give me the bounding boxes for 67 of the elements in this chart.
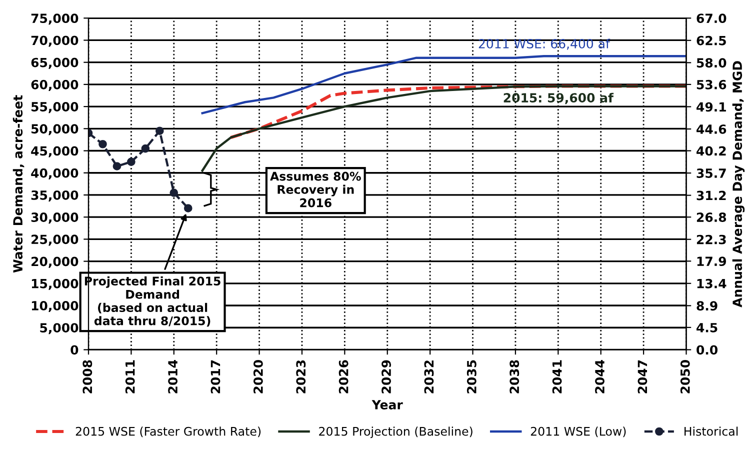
y2-tick-label: 31.2 <box>696 190 726 200</box>
y-tick-label: 50,000 <box>32 124 78 136</box>
x-tick-label: 2050 <box>680 360 690 394</box>
y-tick-label: 10,000 <box>32 300 78 312</box>
x-tick-label: 2014 <box>168 360 178 394</box>
x-tick-label: 2008 <box>82 360 92 394</box>
annotation: Assumes 80% Recovery in 2016 <box>270 172 361 208</box>
line-series <box>229 84 686 140</box>
legend-label: Historical <box>684 426 738 436</box>
x-axis-title: Year <box>372 400 403 410</box>
point <box>98 140 107 148</box>
y2-tick-label: 22.3 <box>696 234 726 244</box>
y2-tick-label: 8.9 <box>696 301 718 311</box>
y2-tick-label: 26.8 <box>696 212 726 222</box>
y-tick-label: 0 <box>70 345 78 355</box>
line-series <box>201 85 686 172</box>
y2-tick-label: 62.5 <box>696 36 726 46</box>
x-tick-label: 2032 <box>424 360 434 394</box>
annotation: 2015: 59,600 af <box>504 92 614 104</box>
x-tick-label: 2038 <box>510 360 520 394</box>
x-tick-label: 2044 <box>595 360 604 394</box>
y-tick-label: 70,000 <box>31 36 78 47</box>
y-tick-label: 15,000 <box>32 278 78 290</box>
annotation: 2011 WSE: 66,400 af <box>478 38 610 50</box>
point <box>184 204 192 212</box>
y-tick-label: 45,000 <box>31 146 78 158</box>
y2-tick-label: 13.4 <box>697 278 726 288</box>
legend-label: 2015 Projection (Baseline) <box>319 426 472 438</box>
y-tick-label: 60,000 <box>31 80 78 91</box>
y-axis-title: Water Demand, acre-feet <box>12 95 24 273</box>
point <box>170 188 178 197</box>
y-tick-label: 35,000 <box>31 190 78 202</box>
x-tick-label: 2029 <box>382 360 391 394</box>
y2-axis-title: Annual Average Day Demand, MGD <box>732 61 745 308</box>
y-tick-label: 30,000 <box>31 212 78 224</box>
y2-tick-label: 49.1 <box>696 102 726 112</box>
y2-tick-label: 58.0 <box>696 58 726 68</box>
y2-tick-label: 44.6 <box>696 124 726 134</box>
y2-tick-label: 67.0 <box>696 14 726 24</box>
y-tick-label: 20,000 <box>32 256 78 268</box>
y-tick-label: 75,000 <box>31 14 78 25</box>
y-tick-label: 5,000 <box>40 323 78 334</box>
y2-tick-label: 40.2 <box>696 146 726 156</box>
y-tick-label: 65,000 <box>31 58 78 69</box>
x-tick-label: 2011 <box>125 360 135 394</box>
y-tick-label: 40,000 <box>31 168 78 180</box>
y2-tick-label: 4.5 <box>696 323 718 332</box>
point <box>127 158 136 166</box>
x-tick-label: 2026 <box>338 360 348 394</box>
y-tick-label: 25,000 <box>32 234 78 246</box>
point <box>155 126 164 136</box>
x-tick-label: 2017 <box>210 360 220 394</box>
legend-label: 2015 WSE (Faster Growth Rate) <box>76 426 261 438</box>
x-tick-label: 2047 <box>638 360 648 394</box>
y2-tick-label: 0.0 <box>696 345 718 355</box>
x-tick-label: 2020 <box>253 360 263 394</box>
point <box>141 144 150 153</box>
y-tick-label: 55,000 <box>32 102 78 114</box>
y2-tick-label: 17.9 <box>697 256 726 266</box>
legend-label: 2011 WSE (Low) <box>530 426 626 438</box>
y2-tick-label: 53.6 <box>696 80 726 90</box>
point <box>112 162 122 170</box>
x-tick-label: 2041 <box>552 360 562 394</box>
line-series <box>201 55 686 114</box>
x-tick-label: 2035 <box>466 360 476 394</box>
x-tick-label: 2023 <box>296 360 306 394</box>
y2-tick-label: 35.7 <box>696 168 726 178</box>
